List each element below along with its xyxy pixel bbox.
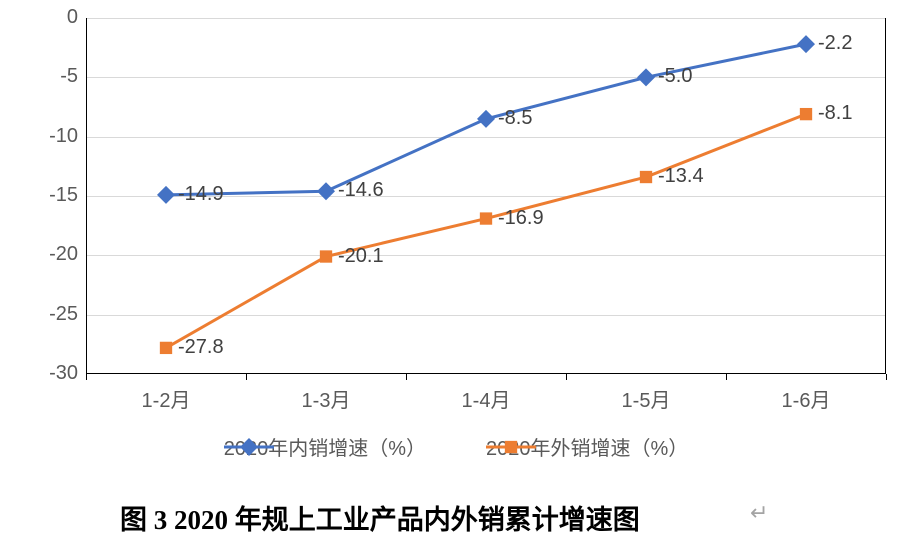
caption-text: 图 3 2020 年规上工业产品内外销累计增速图 (120, 505, 640, 535)
series-line (166, 114, 806, 348)
data-label: -13.4 (658, 165, 704, 188)
series-marker (480, 212, 492, 224)
legend-item: 2020年内销增速（%） (224, 432, 426, 461)
legend-marker-icon (224, 435, 274, 459)
data-label: -5.0 (658, 65, 692, 88)
series-marker (637, 68, 655, 86)
data-label: -16.9 (498, 207, 544, 230)
legend-marker-icon (486, 435, 536, 459)
series-marker (477, 110, 495, 128)
paragraph-mark: ↵ (750, 500, 768, 526)
series-marker (800, 108, 812, 120)
data-label: -27.8 (178, 336, 224, 359)
data-label: -14.9 (178, 183, 224, 206)
series-marker (317, 182, 335, 200)
data-label: -2.2 (818, 32, 852, 55)
series-marker (640, 171, 652, 183)
chart-caption: 图 3 2020 年规上工业产品内外销累计增速图 (120, 498, 640, 537)
legend: 2020年内销增速（%） 2020年外销增速（%） (0, 432, 912, 461)
series-marker (320, 250, 332, 262)
series-marker (157, 186, 175, 204)
data-label: -8.5 (498, 107, 532, 130)
data-label: -14.6 (338, 179, 384, 202)
series-marker (797, 35, 815, 53)
legend-item: 2020年外销增速（%） (486, 432, 688, 461)
data-label: -8.1 (818, 102, 852, 125)
chart-container: 0-5-10-15-20-25-30 1-2月1-3月1-4月1-5月1-6月 … (0, 0, 912, 542)
data-label: -20.1 (338, 245, 384, 268)
series-marker (160, 342, 172, 354)
